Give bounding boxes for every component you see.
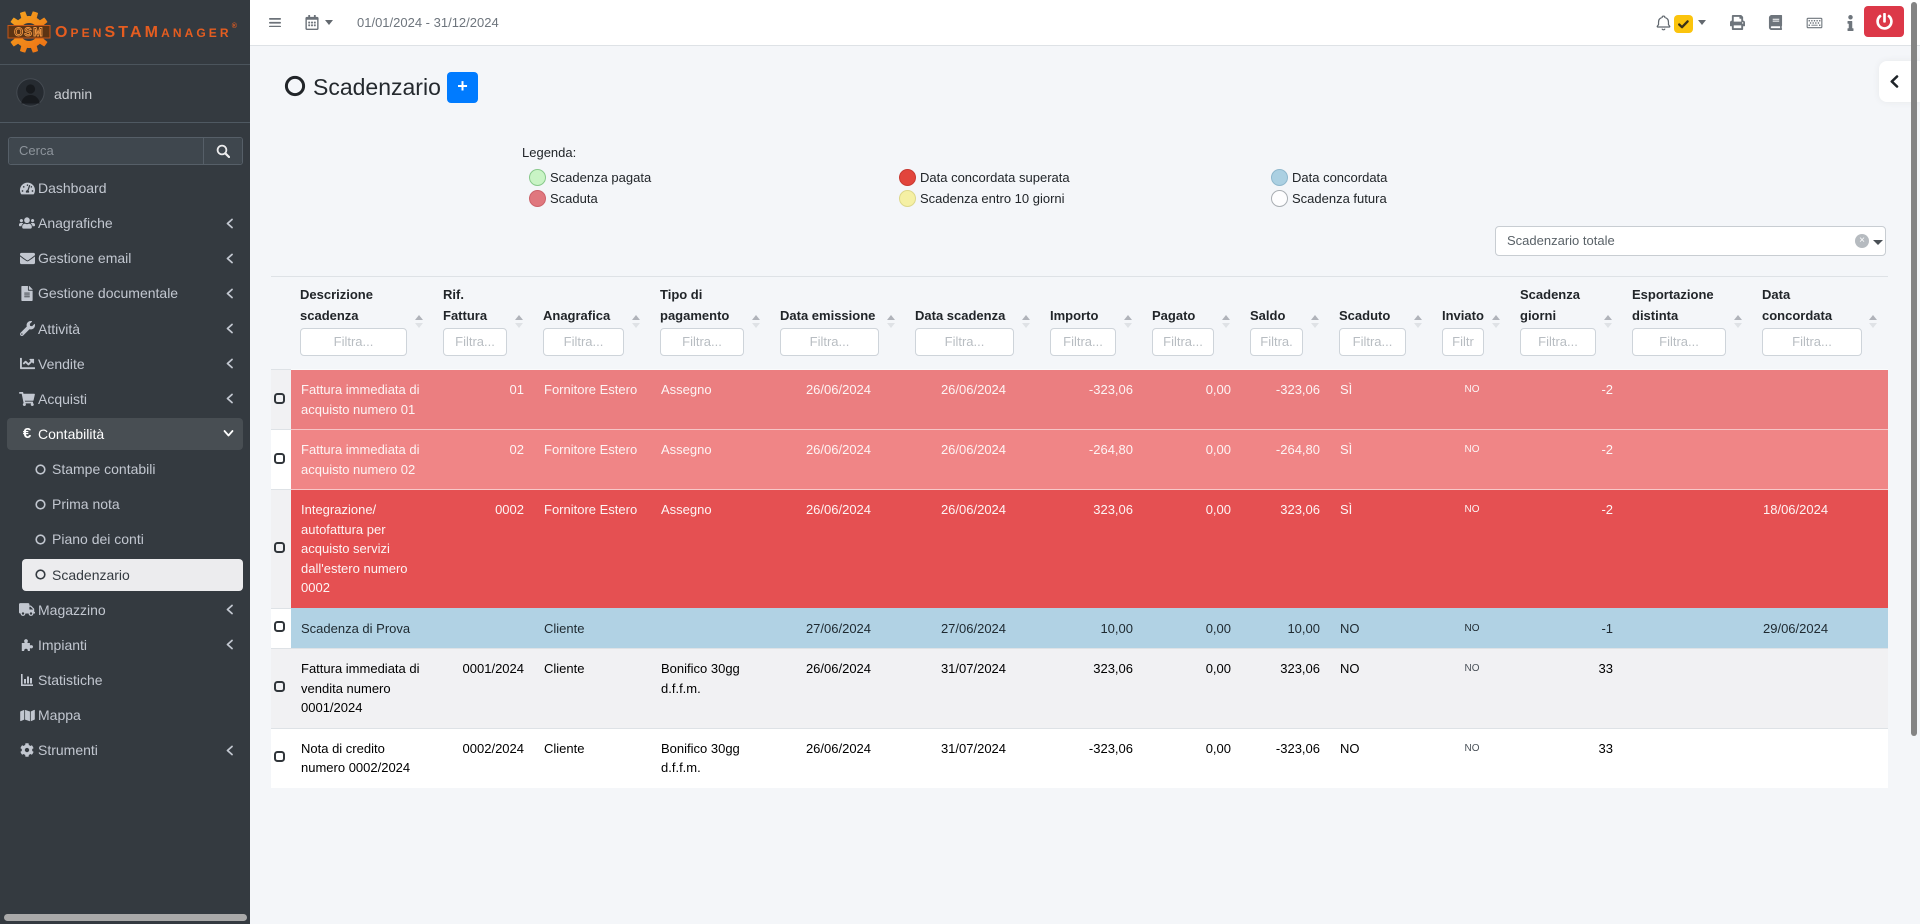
- svg-text:OSM: OSM: [14, 27, 44, 39]
